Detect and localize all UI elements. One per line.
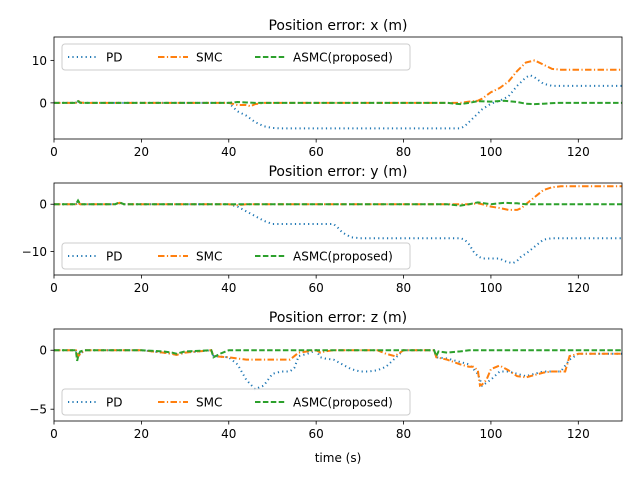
y-tick-label: −10 <box>22 245 47 259</box>
series-line-smc <box>54 349 622 388</box>
legend-label: PD <box>106 51 122 65</box>
x-tick-label: 40 <box>221 281 236 295</box>
x-tick-label: 0 <box>50 281 58 295</box>
x-tick-label: 20 <box>134 427 149 441</box>
y-tick-label: 0 <box>39 198 47 212</box>
x-tick-label: 60 <box>309 281 324 295</box>
x-tick-label: 40 <box>221 427 236 441</box>
subplot-2: Position error: y (m) 0 20 40 60 80 100 120 −10 0… <box>22 164 623 295</box>
x-axis-label: time (s) <box>315 451 362 465</box>
legend-label: PD <box>106 250 122 264</box>
y-tick-label: 0 <box>39 344 47 358</box>
legend: PD SMC ASMC(proposed) <box>61 388 411 416</box>
subplot-3: Position error: z (m)0 20 40 60 80 100 120−50t… <box>29 310 623 465</box>
series-line-pd <box>54 74 622 130</box>
legend-label: PD <box>106 396 122 410</box>
subplot-title: Position error: y (m) <box>268 164 407 180</box>
x-tick-label: 100 <box>479 145 502 159</box>
y-tick-label: −5 <box>29 403 47 417</box>
x-tick-label: 80 <box>396 427 411 441</box>
x-tick-label: 60 <box>309 427 324 441</box>
legend-label: ASMC(proposed) <box>293 396 393 410</box>
legend: PD SMC ASMC(proposed) <box>61 242 411 270</box>
subplot-title: Position error: z (m) <box>269 310 407 326</box>
legend-box <box>61 242 411 270</box>
plot-frame <box>53 328 623 422</box>
series-line-asmc-proposed- <box>54 198 622 207</box>
legend-label: SMC <box>196 250 222 264</box>
legend: PD SMC ASMC(proposed) <box>61 43 411 71</box>
subplot-title: Position error: x (m) <box>268 18 407 34</box>
legend-label: SMC <box>196 396 222 410</box>
x-tick-label: 0 <box>50 427 58 441</box>
x-tick-label: 120 <box>567 427 590 441</box>
series-line-pd <box>54 348 622 391</box>
legend-box <box>61 43 411 71</box>
legend-label: ASMC(proposed) <box>293 51 393 65</box>
x-tick-label: 100 <box>479 281 502 295</box>
legend-box <box>61 388 411 416</box>
plot-frame <box>53 182 623 276</box>
legend-label: SMC <box>196 51 222 65</box>
series-line-asmc-proposed- <box>54 349 622 362</box>
x-tick-label: 100 <box>479 427 502 441</box>
x-tick-label: 80 <box>396 281 411 295</box>
y-tick-label: 10 <box>32 54 47 68</box>
series-line-asmc-proposed- <box>54 99 622 106</box>
x-tick-label: 60 <box>309 145 324 159</box>
y-tick-label: 0 <box>39 96 47 110</box>
x-tick-label: 20 <box>134 281 149 295</box>
series-line-smc <box>54 185 622 211</box>
x-tick-label: 40 <box>221 145 236 159</box>
plot-frame <box>53 36 623 140</box>
x-tick-label: 120 <box>567 145 590 159</box>
x-tick-label: 20 <box>134 145 149 159</box>
x-tick-label: 120 <box>567 281 590 295</box>
subplot-1: Position error: x (m) 0 20 40 60 80 100 120 0 10 P… <box>32 18 623 159</box>
x-tick-label: 80 <box>396 145 411 159</box>
x-tick-label: 0 <box>50 145 58 159</box>
legend-label: ASMC(proposed) <box>293 250 393 264</box>
